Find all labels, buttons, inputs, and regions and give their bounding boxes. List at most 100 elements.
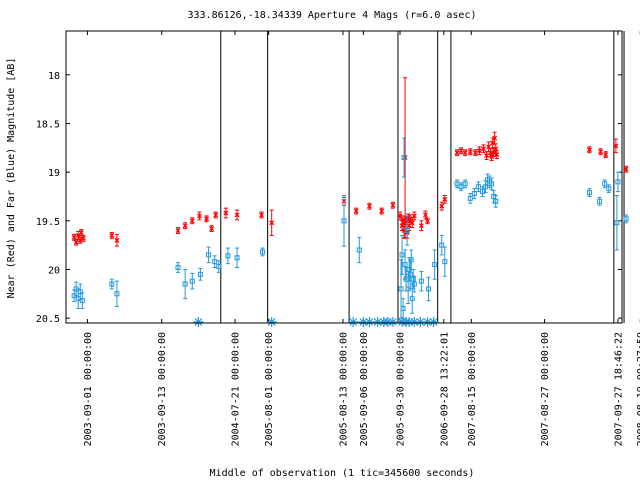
- marker-x: [598, 149, 604, 155]
- data-point: [353, 207, 359, 215]
- marker-square: [408, 257, 414, 263]
- marker-square: [475, 184, 481, 190]
- marker-x: [213, 212, 219, 218]
- marker-square: [479, 189, 485, 195]
- y-tick-label: 18.5: [36, 119, 60, 130]
- x-tick-label: 2005-08-01 00:00:00: [264, 332, 275, 446]
- marker-square: [467, 195, 473, 201]
- marker-square: [493, 198, 499, 204]
- marker-x: [439, 203, 445, 209]
- y-tick-label: 19.5: [36, 217, 60, 228]
- data-point: [458, 182, 464, 192]
- data-point: [467, 193, 473, 204]
- data-point: [269, 209, 275, 236]
- marker-x: [613, 143, 619, 149]
- marker-square: [216, 264, 222, 270]
- event-markers: [193, 317, 439, 327]
- marker-x: [476, 148, 482, 154]
- data-point: [260, 247, 266, 257]
- data-point: [442, 194, 448, 204]
- marker-x: [366, 203, 372, 209]
- marker-square: [175, 265, 181, 271]
- observation-star-marker: [193, 317, 204, 327]
- marker-x: [259, 212, 264, 218]
- data-point: [212, 255, 218, 269]
- observation-star-marker: [387, 317, 398, 327]
- data-point: [586, 146, 592, 154]
- marker-square: [471, 191, 477, 197]
- data-point: [623, 165, 629, 173]
- data-point: [234, 209, 240, 221]
- data-point: [175, 227, 181, 234]
- data-point: [613, 138, 619, 154]
- observation-star-marker: [428, 317, 439, 327]
- data-point: [175, 262, 181, 273]
- marker-x: [409, 220, 415, 226]
- marker-x: [80, 235, 86, 241]
- marker-x: [204, 216, 209, 222]
- marker-square: [260, 249, 266, 255]
- data-point: [401, 137, 407, 178]
- marker-x: [175, 228, 181, 233]
- data-point: [586, 188, 592, 197]
- data-point: [467, 148, 473, 156]
- marker-square: [411, 281, 417, 287]
- marker-x: [209, 226, 215, 232]
- data-point: [454, 149, 460, 157]
- data-point: [79, 292, 85, 309]
- data-point: [209, 225, 215, 233]
- data-point: [492, 131, 498, 145]
- data-point: [400, 298, 406, 319]
- observation-star-marker: [415, 317, 426, 327]
- marker-x: [425, 218, 430, 224]
- x-axis-label: Middle of observation (1 tic=345600 seco…: [210, 468, 475, 479]
- marker-x: [78, 230, 84, 235]
- data-point: [109, 231, 115, 239]
- marker-square: [409, 296, 415, 302]
- data-point: [225, 247, 231, 265]
- marker-square: [182, 281, 188, 287]
- x-tick-label: 2005-09-06 00:00:00: [359, 332, 370, 446]
- marker-square: [602, 181, 608, 187]
- marker-x: [467, 149, 473, 155]
- separators: [220, 31, 625, 323]
- marker-square: [426, 286, 432, 292]
- data-point: [78, 229, 84, 236]
- x-tick-label: 2003-09-01 00:00:00: [83, 332, 94, 446]
- data-point: [196, 211, 202, 221]
- data-point: [397, 211, 403, 221]
- marker-square: [410, 276, 416, 282]
- data-point: [439, 234, 445, 256]
- marker-square: [234, 255, 240, 261]
- data-point: [494, 150, 500, 160]
- marker-x: [489, 154, 495, 160]
- data-point: [462, 179, 468, 189]
- marker-x: [623, 166, 629, 172]
- data-point: [234, 247, 240, 269]
- marker-square: [400, 305, 406, 311]
- marker-x: [73, 239, 79, 245]
- x-tick-label: 2007-09-27 18:46:22: [613, 332, 624, 446]
- marker-x: [223, 210, 229, 216]
- data-point: [399, 234, 405, 275]
- data-point: [598, 148, 604, 156]
- data-point: [216, 260, 222, 273]
- observation-star-marker: [364, 317, 375, 327]
- marker-square: [399, 252, 405, 258]
- y-tick-label: 18: [48, 71, 60, 82]
- observation-star-marker: [404, 317, 415, 327]
- axis-ticks: 18 18.5 19 19.5 20 20.5 2003-09-01 00:00:00 200…: [36, 31, 640, 446]
- marker-x: [400, 217, 406, 223]
- data-point: [615, 171, 621, 193]
- marker-x: [269, 220, 275, 226]
- data-point: [182, 268, 188, 300]
- data-point: [603, 151, 609, 159]
- marker-x: [399, 223, 405, 229]
- marker-square: [114, 291, 120, 297]
- marker-x: [418, 223, 424, 229]
- data-point: [606, 184, 612, 194]
- data-point: [411, 275, 417, 293]
- marker-square: [356, 247, 362, 253]
- marker-square: [483, 184, 489, 190]
- marker-square: [623, 216, 629, 222]
